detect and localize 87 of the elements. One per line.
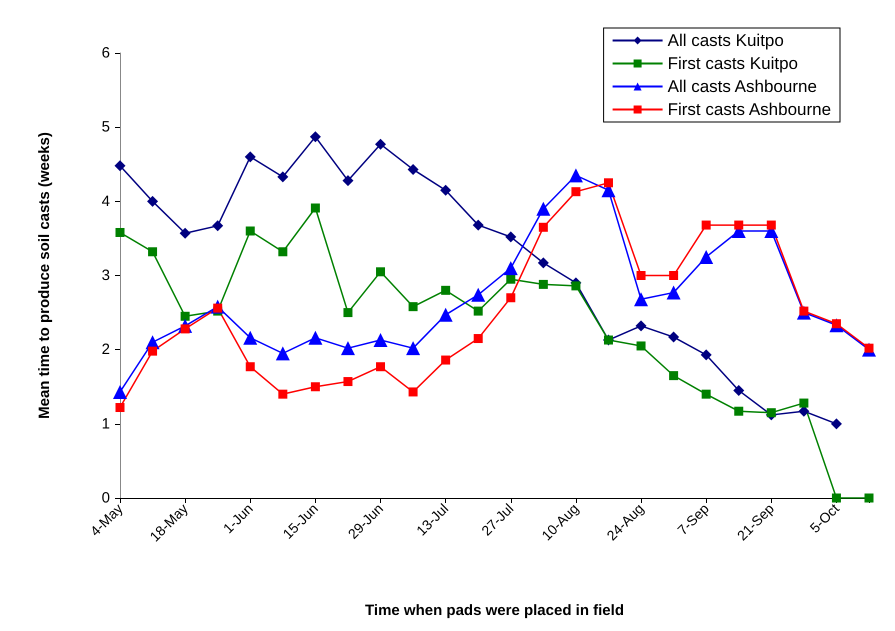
point (310, 131, 321, 142)
point (669, 371, 678, 380)
point (408, 387, 418, 396)
point (406, 341, 420, 356)
point (568, 168, 583, 182)
point (799, 398, 808, 408)
point (376, 362, 386, 372)
point (375, 138, 386, 150)
point (113, 384, 127, 399)
point (702, 390, 711, 399)
point (440, 184, 452, 196)
point (830, 418, 842, 430)
point (340, 341, 355, 356)
point (734, 220, 744, 230)
point (243, 330, 258, 345)
point (536, 202, 550, 216)
point (668, 332, 680, 343)
point (148, 346, 158, 356)
point (471, 288, 486, 302)
point (116, 228, 124, 237)
point (408, 164, 419, 175)
point (669, 271, 678, 280)
point (278, 247, 288, 256)
point (246, 362, 255, 372)
point (441, 356, 450, 365)
point (506, 274, 516, 284)
point (343, 377, 352, 386)
point (700, 349, 712, 360)
point (538, 222, 548, 232)
y-tick-label: 4 (102, 192, 110, 210)
point (408, 302, 418, 312)
point (343, 308, 352, 318)
point (832, 494, 841, 502)
point (310, 382, 320, 392)
y-tick-label: 6 (102, 44, 110, 62)
y-tick-label: 0 (102, 490, 110, 506)
point (474, 306, 483, 316)
point (376, 267, 386, 276)
point (212, 220, 224, 232)
point (277, 171, 288, 182)
point (278, 390, 288, 399)
point (308, 330, 322, 345)
point (636, 320, 647, 332)
point (246, 226, 255, 236)
point (147, 196, 158, 207)
point (474, 334, 483, 344)
point (538, 280, 548, 289)
point (636, 341, 646, 350)
y-tick-label: 2 (102, 341, 110, 358)
point (505, 231, 516, 242)
point (180, 312, 190, 321)
point (538, 257, 549, 268)
point (702, 220, 711, 230)
y-tick-label: 3 (102, 267, 110, 284)
legend-label: First casts Ashbourne (668, 100, 832, 119)
point (180, 228, 191, 239)
point (734, 406, 744, 416)
y-tick-label: 1 (102, 415, 110, 432)
point (438, 308, 453, 322)
point (604, 178, 613, 188)
point (571, 187, 580, 196)
point (244, 151, 256, 162)
point (571, 281, 580, 290)
y-axis-title: Mean time to produce soil casts (weeks) (36, 132, 53, 419)
point (114, 160, 126, 172)
point (636, 271, 646, 280)
point (504, 261, 518, 276)
point (766, 408, 776, 418)
point (506, 293, 516, 302)
point (148, 247, 158, 256)
point (310, 204, 320, 213)
point (472, 220, 484, 231)
point (766, 220, 776, 230)
point (666, 286, 681, 300)
legend-label: First casts Kuitpo (668, 54, 798, 73)
point (699, 250, 714, 264)
y-tick-label: 5 (102, 118, 110, 136)
point (342, 175, 354, 186)
point (733, 384, 744, 396)
legend-label: All casts Ashbourne (668, 77, 817, 96)
point (441, 286, 450, 295)
x-axis-title: Time when pads were placed in field (365, 602, 624, 619)
point (116, 403, 124, 412)
point (374, 333, 388, 348)
legend-label: All casts Kuitpo (668, 31, 784, 50)
point (634, 292, 648, 306)
point (276, 346, 290, 360)
